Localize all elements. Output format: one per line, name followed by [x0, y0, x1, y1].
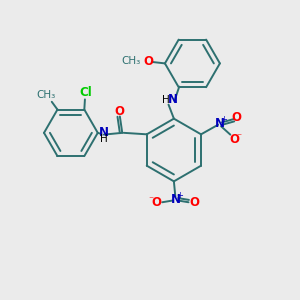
Text: ⁻: ⁻	[148, 195, 154, 205]
Text: CH₃: CH₃	[121, 56, 140, 66]
Text: Cl: Cl	[79, 86, 92, 99]
Text: O: O	[229, 134, 239, 146]
Text: +: +	[220, 116, 227, 124]
Text: N: N	[168, 93, 178, 106]
Text: N: N	[214, 117, 225, 130]
Text: N: N	[170, 194, 180, 206]
Text: O: O	[232, 110, 242, 124]
Text: H: H	[162, 95, 170, 105]
Text: N: N	[99, 126, 109, 139]
Text: CH₃: CH₃	[37, 90, 56, 100]
Text: O: O	[115, 104, 125, 118]
Text: +: +	[176, 191, 183, 200]
Text: O: O	[189, 196, 199, 209]
Text: O: O	[144, 56, 154, 68]
Text: O: O	[152, 196, 162, 209]
Text: ⁻: ⁻	[237, 132, 242, 142]
Text: H: H	[100, 134, 108, 144]
